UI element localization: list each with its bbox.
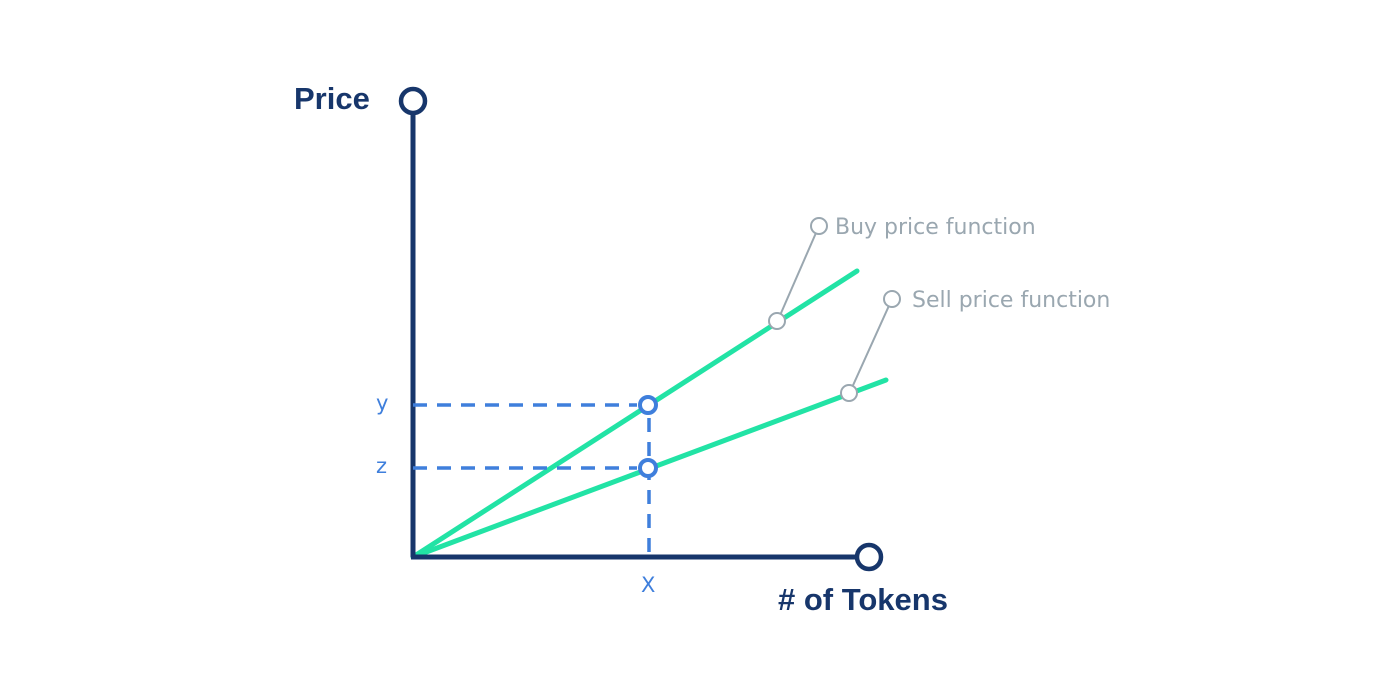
buy-callout-leader — [777, 225, 820, 321]
buy-callout-label-point-icon — [810, 217, 828, 235]
sell-callout-label-point-icon — [883, 290, 901, 308]
x-axis-end-circle-icon — [854, 542, 884, 572]
buy-point-circle-icon — [638, 395, 658, 415]
sell-callout-line-point-icon — [840, 384, 858, 402]
y-marker-label: y — [376, 391, 388, 415]
y-axis-end-circle-icon — [398, 86, 428, 116]
z-marker-label: z — [376, 454, 387, 478]
buy-callout-label: Buy price function — [835, 215, 1036, 240]
sell-point-circle-icon — [638, 458, 658, 478]
x-marker-label: X — [641, 573, 655, 597]
x-axis-label: # of Tokens — [778, 582, 948, 617]
sell-callout-leader — [849, 298, 893, 393]
y-axis-label: Price — [294, 81, 370, 116]
buy-callout-line-point-icon — [768, 312, 786, 330]
sell-callout-label: Sell price function — [912, 288, 1110, 313]
